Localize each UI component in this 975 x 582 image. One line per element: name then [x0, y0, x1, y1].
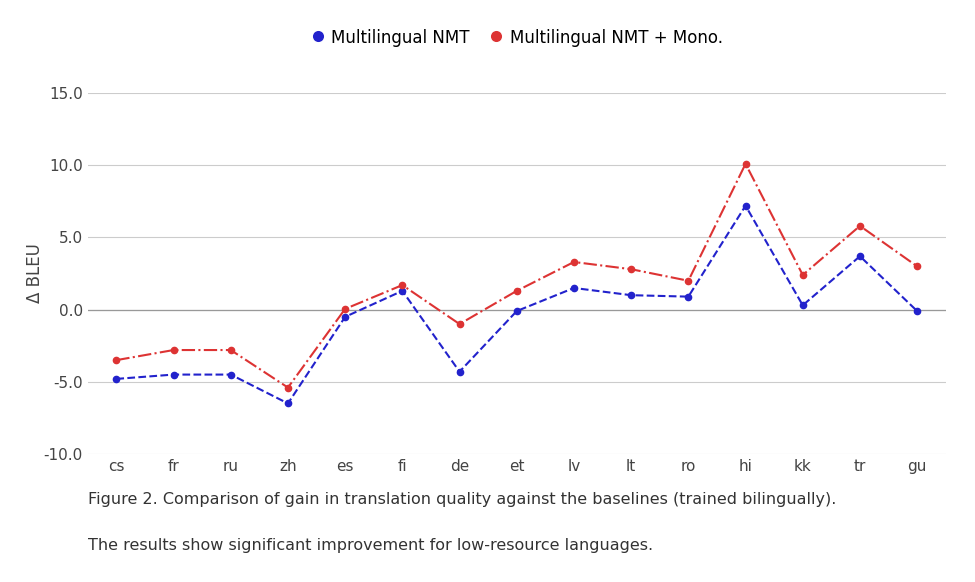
Text: Figure 2. Comparison of gain in translation quality against the baselines (train: Figure 2. Comparison of gain in translat…: [88, 492, 837, 507]
Text: The results show significant improvement for low-resource languages.: The results show significant improvement…: [88, 538, 653, 553]
Y-axis label: Δ BLEU: Δ BLEU: [26, 244, 44, 303]
Legend: Multilingual NMT, Multilingual NMT + Mono.: Multilingual NMT, Multilingual NMT + Mon…: [304, 22, 729, 54]
